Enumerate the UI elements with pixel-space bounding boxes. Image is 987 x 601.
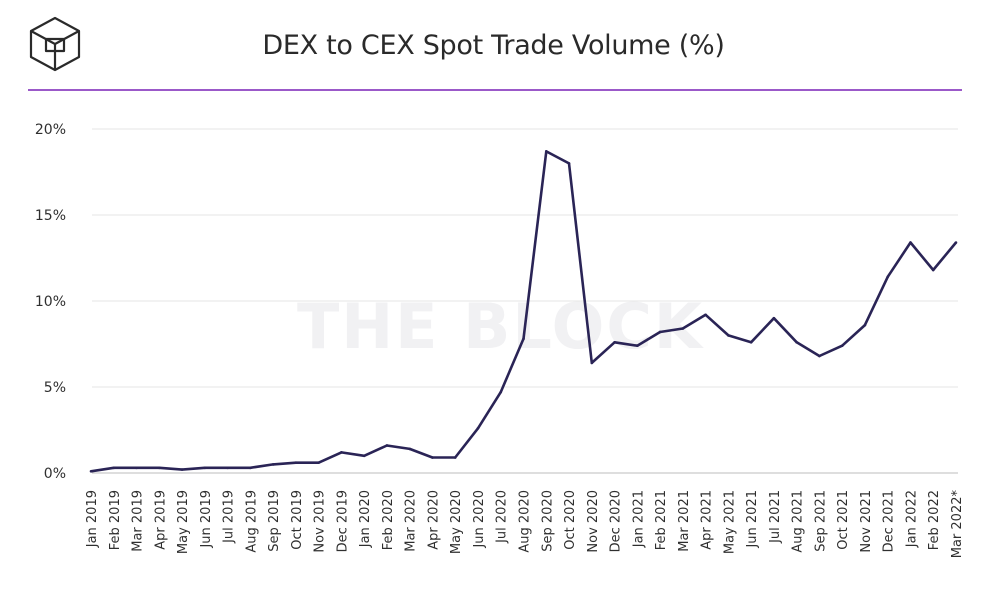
x-tick-label: Nov 2019 <box>313 490 328 553</box>
data-point <box>863 323 867 327</box>
data-point <box>385 444 389 447</box>
x-tick-label: May 2021 <box>722 490 737 554</box>
x-tick-label: Oct 2021 <box>836 490 851 550</box>
x-tick-label: Sep 2020 <box>540 490 555 552</box>
x-tick-label: Sep 2021 <box>813 490 828 552</box>
data-point <box>203 466 207 470</box>
x-tick-label: Oct 2019 <box>290 490 305 550</box>
x-tick-label: May 2020 <box>449 490 464 554</box>
x-tick-label: Mar 2019 <box>131 490 146 552</box>
data-point <box>544 150 548 153</box>
data-point <box>362 454 366 458</box>
data-point <box>522 337 525 341</box>
x-tick-label: Jan 2021 <box>631 490 646 548</box>
x-tick-label: Sep 2019 <box>267 490 282 552</box>
x-tick-label: Jul 2020 <box>495 490 510 544</box>
x-tick-label: Mar 2021 <box>677 490 692 552</box>
data-point <box>636 344 639 348</box>
x-tick-label: Feb 2021 <box>654 490 669 550</box>
chart-title: DEX to CEX Spot Trade Volume (%) <box>262 30 725 61</box>
x-tick-label: Apr 2019 <box>153 490 168 550</box>
data-point <box>681 327 685 330</box>
x-tick-label: May 2019 <box>176 490 191 554</box>
x-axis-tick-labels: Jan 2019 Feb 2019 Mar 2019 Apr 2019 May 2019… <box>85 490 965 559</box>
data-point <box>317 461 320 464</box>
x-tick-label: Aug 2021 <box>791 490 806 553</box>
data-point <box>795 340 798 344</box>
x-tick-label: Oct 2020 <box>563 490 578 550</box>
y-tick-label: 5% <box>44 380 66 396</box>
data-point <box>909 241 912 244</box>
data-point <box>954 241 958 244</box>
y-tick-label: 20% <box>35 122 66 138</box>
data-point <box>271 463 275 466</box>
x-tick-label: Feb 2019 <box>108 490 123 550</box>
x-tick-label: Nov 2021 <box>859 490 874 553</box>
x-tick-label: Jan 2020 <box>358 490 373 548</box>
data-point <box>226 466 229 470</box>
data-point <box>749 340 753 344</box>
data-point <box>727 334 730 337</box>
data-point <box>453 456 457 459</box>
x-tick-label: Dec 2020 <box>609 490 624 552</box>
data-point <box>931 268 935 272</box>
x-tick-label: Jul 2019 <box>222 490 237 544</box>
header-divider <box>28 89 962 91</box>
x-tick-label: Feb 2020 <box>381 490 396 550</box>
data-point <box>294 461 298 464</box>
watermark: THE BLOCK <box>297 290 704 363</box>
x-tick-label: Jan 2022 <box>904 490 919 548</box>
data-point <box>590 361 594 365</box>
x-tick-label: Dec 2021 <box>882 490 897 552</box>
x-tick-label: Jun 2021 <box>745 490 760 549</box>
x-tick-label: Aug 2020 <box>518 490 533 553</box>
x-tick-label: Apr 2021 <box>700 490 715 550</box>
y-tick-label: 10% <box>35 294 66 310</box>
x-tick-label: Aug 2019 <box>244 490 259 553</box>
data-point <box>112 466 116 470</box>
data-point <box>567 162 571 165</box>
data-point <box>180 468 184 471</box>
gridlines <box>92 128 958 474</box>
x-tick-label: Nov 2020 <box>586 490 601 553</box>
data-point <box>886 275 890 279</box>
x-tick-label: Mar 2020 <box>404 490 419 552</box>
x-tick-label: Jun 2020 <box>472 490 487 549</box>
data-point <box>157 466 161 470</box>
y-axis-tick-labels: 0% 5% 10% 15% 20% <box>35 122 66 482</box>
x-tick-label: Jul 2021 <box>768 490 783 544</box>
x-tick-label: Apr 2020 <box>426 490 441 550</box>
data-point <box>818 354 821 358</box>
y-tick-label: 15% <box>35 208 66 224</box>
series-line <box>90 150 958 473</box>
data-point <box>476 426 480 430</box>
data-point <box>408 447 411 451</box>
y-tick-label: 0% <box>44 466 66 482</box>
x-tick-label: Dec 2019 <box>335 490 350 552</box>
x-tick-label: Jun 2019 <box>199 490 214 549</box>
x-tick-label: Mar 2022* <box>950 490 965 559</box>
x-tick-label: Feb 2022 <box>927 490 942 550</box>
the-block-logo-icon <box>29 16 81 72</box>
data-point <box>658 330 662 334</box>
data-point <box>340 451 343 454</box>
data-point <box>704 313 707 317</box>
data-point <box>431 456 434 459</box>
data-point <box>249 466 252 470</box>
data-point <box>135 466 138 470</box>
series-volume-ratio <box>89 150 958 473</box>
data-point <box>840 344 844 348</box>
data-point <box>613 340 616 344</box>
data-point <box>89 469 93 473</box>
data-point <box>499 390 503 394</box>
x-tick-label: Jan 2019 <box>85 490 100 548</box>
data-point <box>772 316 776 320</box>
